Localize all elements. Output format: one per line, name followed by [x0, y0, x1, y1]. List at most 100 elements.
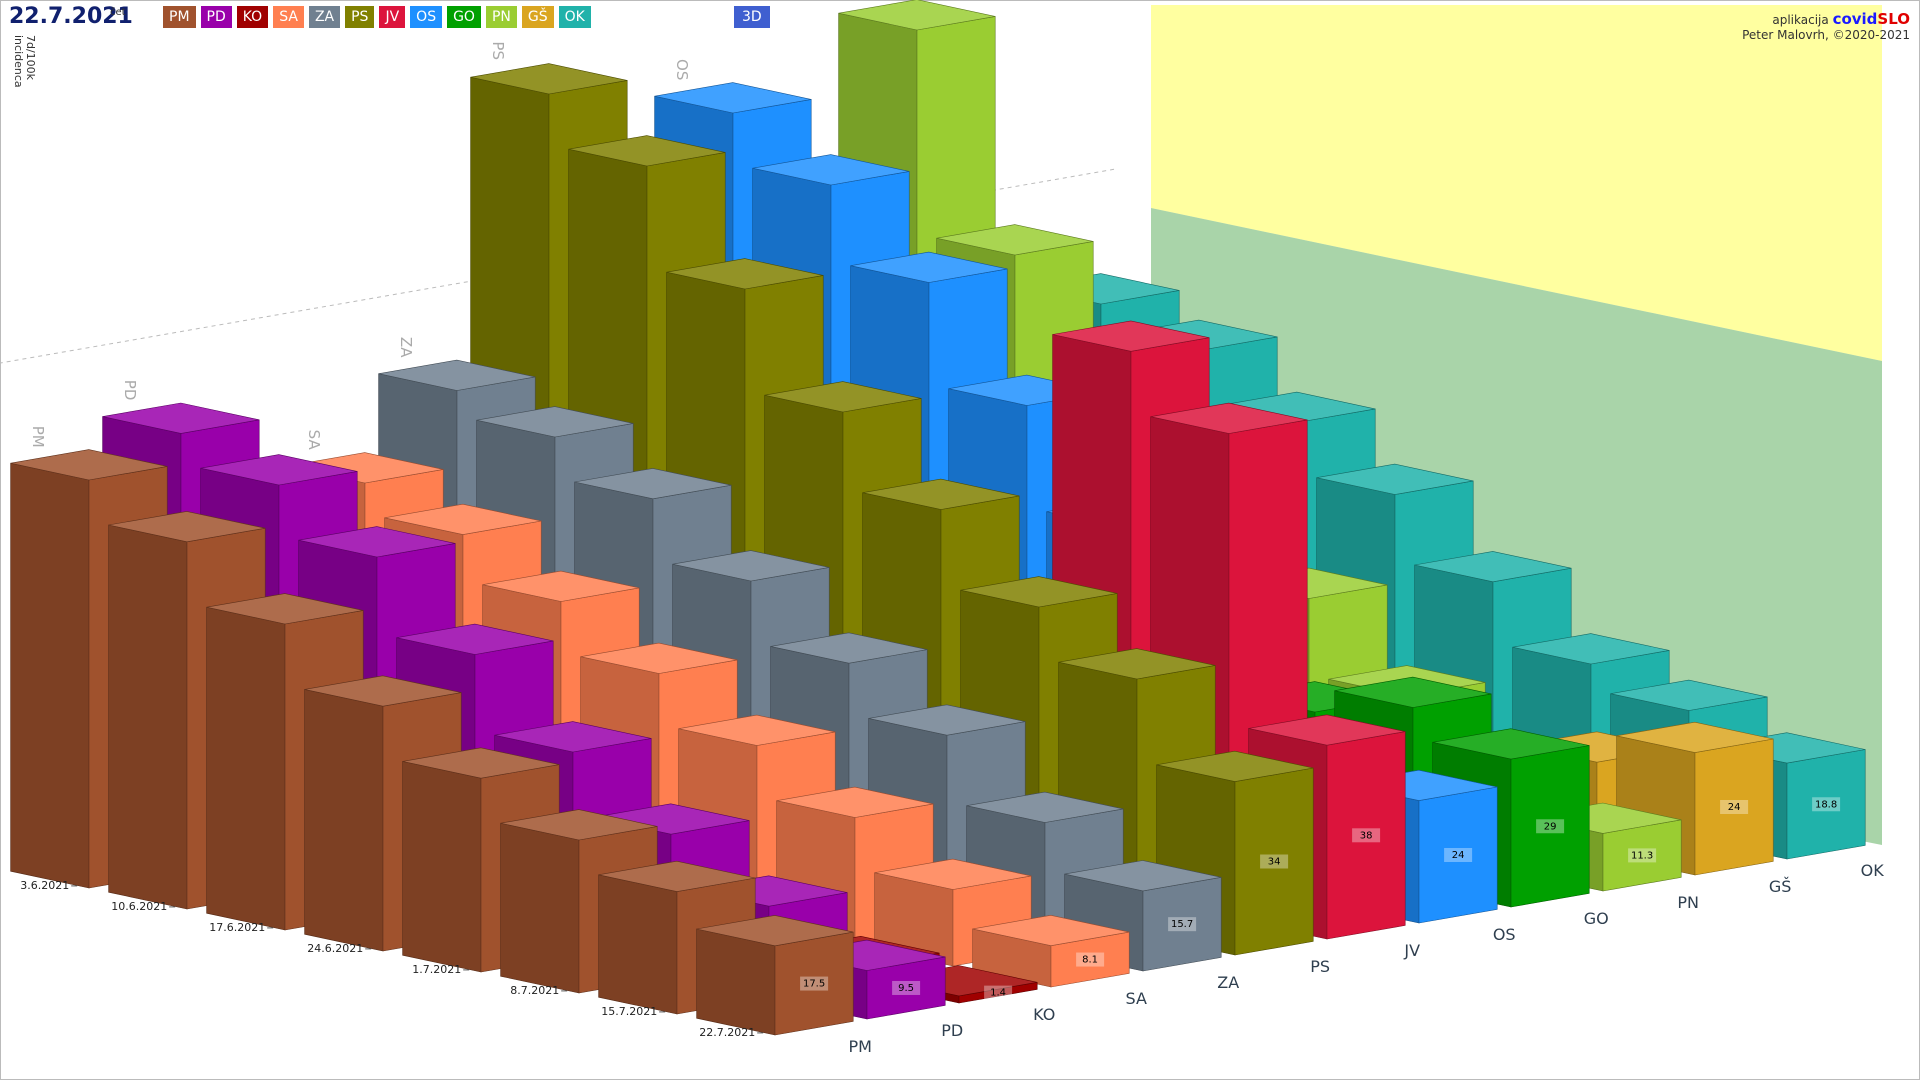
- legend-button[interactable]: OS: [410, 6, 443, 28]
- value-label-box: [1812, 797, 1841, 812]
- bar-top: [1432, 728, 1590, 760]
- back-region-label: PM: [29, 426, 47, 448]
- legend-button[interactable]: PD: [200, 6, 232, 28]
- legend-button[interactable]: GŠ: [521, 6, 554, 28]
- bar-top: [500, 809, 658, 841]
- bar-top: [494, 721, 652, 753]
- value-label: 15.7: [1171, 919, 1193, 930]
- bar-side: [696, 928, 776, 1036]
- bar-top: [672, 550, 830, 582]
- value-label: 24: [1452, 850, 1465, 861]
- y-axis-label: incidenca: [12, 35, 25, 88]
- x-tick-label: GO: [1584, 909, 1609, 928]
- bar-top: [396, 623, 554, 655]
- bar-top: [874, 858, 1032, 890]
- bar-top: [568, 135, 726, 167]
- bar-top: [1610, 679, 1768, 711]
- bar-top: [1334, 676, 1492, 708]
- legend-button[interactable]: OK: [558, 6, 591, 28]
- y-category-label: 1.7.2021: [412, 963, 461, 976]
- value-label: 29: [1544, 821, 1557, 832]
- legend: PM PD KO SA ZA PS JV OS GO PN GŠ OK: [163, 6, 591, 28]
- bar-top: [838, 0, 996, 31]
- x-tick-label: PM: [848, 1037, 871, 1056]
- bar-top: [206, 593, 364, 625]
- bar-top: [470, 63, 628, 95]
- y-axis-label: 7d/100k: [24, 35, 37, 81]
- bar-top: [580, 642, 738, 674]
- value-label-box: [1076, 952, 1105, 967]
- bar-top: [102, 402, 260, 434]
- value-label-box: [1536, 819, 1565, 834]
- x-tick-label: ZA: [1217, 973, 1239, 992]
- bar-top: [384, 503, 542, 535]
- mode-button[interactable]: 3D: [734, 6, 770, 28]
- bar-top: [868, 704, 1026, 736]
- legend-button[interactable]: PN: [485, 6, 517, 28]
- bar-top: [776, 786, 934, 818]
- value-label: 18.8: [1815, 799, 1837, 810]
- legend-button[interactable]: PS: [345, 6, 375, 28]
- x-tick-label: JV: [1403, 941, 1420, 960]
- bar-top: [1058, 648, 1216, 680]
- bar-top: [200, 454, 358, 486]
- legend-button[interactable]: SA: [273, 6, 304, 28]
- legend-button[interactable]: PM: [163, 6, 196, 28]
- bar-top: [666, 258, 824, 290]
- x-tick-label: PD: [941, 1021, 963, 1040]
- y-category-label: 8.7.2021: [510, 984, 559, 997]
- bar-top: [10, 449, 168, 481]
- bar-top: [108, 511, 266, 543]
- back-region-label: PS: [489, 41, 507, 60]
- weekday: čet: [110, 7, 126, 18]
- bar: [696, 915, 854, 1036]
- value-label-box: [1168, 917, 1197, 932]
- bar-top: [1248, 714, 1406, 746]
- x-tick-label: PS: [1310, 957, 1330, 976]
- legend-button[interactable]: KO: [236, 6, 269, 28]
- value-label: 9.5: [898, 983, 914, 994]
- bar-top: [752, 154, 910, 186]
- legend-button[interactable]: JV: [379, 6, 406, 28]
- back-region-label: SA: [305, 430, 323, 451]
- x-tick-label: OS: [1493, 925, 1516, 944]
- bar-side: [500, 822, 580, 994]
- value-label: 34: [1268, 857, 1281, 868]
- bar-top: [482, 570, 640, 602]
- app-name: SLO: [1877, 10, 1910, 28]
- value-label: 8.1: [1082, 955, 1098, 966]
- value-label: 17.5: [803, 979, 825, 990]
- bar-side: [206, 606, 286, 931]
- bar-side: [10, 462, 90, 889]
- bar-side: [402, 761, 482, 973]
- back-region-label: ZA: [397, 337, 415, 358]
- back-region-label: OS: [673, 59, 691, 80]
- bar-top: [378, 359, 536, 391]
- bar-top: [936, 224, 1094, 256]
- app-prefix: aplikacija: [1772, 13, 1829, 27]
- value-label: 11.3: [1631, 850, 1653, 861]
- bar-top: [972, 914, 1130, 947]
- bar-top: [1316, 463, 1474, 495]
- bar-top: [850, 251, 1008, 283]
- bar-top: [298, 526, 456, 558]
- bar-top: [402, 747, 560, 779]
- value-label: 1.4: [990, 988, 1006, 999]
- bar-top: [764, 381, 922, 413]
- bar-top: [1414, 551, 1572, 583]
- y-category-label: 3.6.2021: [20, 879, 69, 892]
- legend-button[interactable]: ZA: [308, 6, 341, 28]
- bar-top: [960, 576, 1118, 608]
- legend-button[interactable]: GO: [447, 6, 481, 28]
- y-category-label: 22.7.2021: [699, 1026, 755, 1039]
- date: 22.7.2021: [9, 4, 133, 29]
- bar-top: [476, 406, 634, 438]
- bar-top: [678, 714, 836, 746]
- credit: Peter Malovrh, ©2020-2021: [1742, 28, 1910, 42]
- y-category-label: 24.6.2021: [307, 942, 363, 955]
- app-credit: aplikacija covidSLO Peter Malovrh, ©2020…: [1742, 10, 1910, 42]
- value-label: 24: [1728, 802, 1741, 813]
- value-label-box: [1352, 828, 1381, 843]
- back-region-label: PD: [121, 380, 139, 401]
